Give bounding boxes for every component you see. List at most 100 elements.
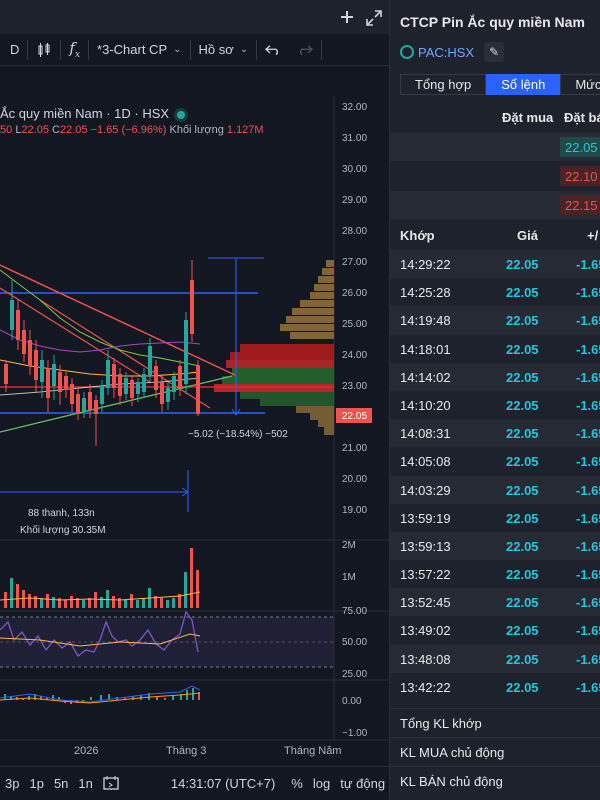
active-buy-row: KL MUA chủ động [390,737,600,766]
layout-dropdown[interactable]: *3-Chart CP ⌄ [89,34,189,66]
buy-column-header: Đặt mua [502,110,554,125]
current-price-badge [336,408,372,423]
company-name: CTCP Pin Ắc quy miền Nam [400,14,585,30]
trade-row[interactable]: 14:25:28 22.05 -1.65 [390,278,600,306]
range-5n[interactable]: 5n [53,776,69,791]
add-icon[interactable] [340,10,354,24]
redo-icon[interactable] [289,34,321,66]
market-status-icon [177,110,186,119]
trade-time: 13:59:19 [400,510,451,526]
price-chart[interactable]: 32.00 31.00 30.00 29.00 28.00 27.00 26.0… [0,66,389,766]
ticker-symbol[interactable]: PAC:HSX [418,44,475,60]
trade-row[interactable]: 14:14:02 22.05 -1.65 [390,362,600,391]
trade-change: -1.65 [576,510,600,526]
range-1n[interactable]: 1n [78,776,93,791]
trade-row[interactable]: 14:19:48 22.05 -1.65 [390,306,600,335]
trade-change: -1.65 [576,257,600,272]
tab-levels[interactable]: Mức [560,74,600,95]
trade-change: -1.65 [576,538,600,554]
candlestick-series[interactable] [4,260,200,446]
undo-icon[interactable] [257,34,289,66]
trade-change: -1.65 [576,623,600,639]
range-1p[interactable]: 1p [29,776,44,791]
trade-price: 22.05 [506,257,539,272]
range-3p[interactable]: 3p [5,776,20,791]
chart-bottom-bar: 3p 1p 5n 1n 14:31:07 (UTC+7) % log tự độ… [0,766,389,800]
trade-time: 13:49:02 [400,623,451,639]
goto-date-icon[interactable] [98,775,124,793]
total-volume-row: Tổng KL khớp [390,708,600,737]
interval-button[interactable]: D [0,34,27,66]
tab-summary[interactable]: Tổng hợp [400,74,487,95]
time-tick: Tháng 3 [166,745,206,757]
trendline-down[interactable] [0,264,236,376]
pencil-icon[interactable]: ✎ [484,42,505,62]
trade-time: 13:48:08 [400,651,451,667]
trendline-down[interactable] [39,299,211,409]
expand-icon[interactable] [366,10,382,26]
trade-price: 22.05 [506,426,539,442]
matched-trades-header: Khớp Giá +/ [390,220,600,250]
trade-row[interactable]: 14:29:22 22.05 -1.65 [390,250,600,279]
candles-icon[interactable] [28,34,60,66]
trade-row[interactable]: 14:10:20 22.05 -1.65 [390,391,600,419]
tab-orderbook[interactable]: Sổ lệnh [486,74,561,95]
price-tick: 29.00 [342,195,367,206]
trade-row[interactable]: 14:08:31 22.05 -1.65 [390,419,600,448]
trade-row[interactable]: 13:59:13 22.05 -1.65 [390,531,600,561]
trade-change: -1.65 [576,341,600,357]
trade-row[interactable]: 14:03:29 22.05 -1.65 [390,475,600,504]
chart-area[interactable]: D fx *3-Chart CP ⌄ Hồ sơ ⌄ Ắc quy miền Nam… [0,0,389,800]
price-tick: 24.00 [342,350,367,361]
trade-row[interactable]: 13:42:22 22.05 -1.65 [390,673,600,701]
volume-label: Khối lượng [169,124,224,136]
symbol-legend[interactable]: Ắc quy miền Nam · 1D · HSX [0,106,186,121]
trade-change: -1.65 [576,285,600,301]
orderbook-row[interactable]: 22.15 [390,191,600,219]
trade-time: 14:10:20 [400,397,451,413]
rsi-tick: 50.00 [342,637,367,648]
trade-time: 14:19:48 [400,313,451,329]
trendline-up[interactable] [0,375,233,433]
price-tick: 19.00 [342,505,367,516]
trade-change: -1.65 [576,397,600,413]
indicators-icon[interactable]: fx [69,39,81,60]
percent-toggle[interactable]: % [291,776,303,791]
trade-row[interactable]: 13:49:02 22.05 -1.65 [390,616,600,644]
trade-price: 22.05 [506,623,539,639]
trade-row[interactable]: 14:05:08 22.05 -1.65 [390,447,600,475]
matched-trades-list[interactable]: 14:29:2222.05-1.6514:25:2822.05-1.6514:1… [390,250,600,701]
orderbook-row[interactable]: 22.05 [390,133,600,161]
chart-toolbar: D fx *3-Chart CP ⌄ Hồ sơ ⌄ [0,34,389,66]
trade-row[interactable]: 13:52:45 22.05 -1.65 [390,588,600,617]
profile-dropdown[interactable]: Hồ sơ ⌄ [191,34,257,66]
trade-time: 14:05:08 [400,454,451,470]
volume-tick: 2M [342,540,356,551]
rsi-ma-line [0,633,201,647]
price-tick: 23.00 [342,381,367,392]
trade-row[interactable]: 14:18:01 22.05 -1.65 [390,335,600,363]
trade-price: 22.05 [506,313,539,329]
auto-toggle[interactable]: tự động [340,776,386,791]
open-value: 50 [0,124,13,136]
trendline-down[interactable] [0,287,151,383]
log-toggle[interactable]: log [312,776,331,791]
trade-row[interactable]: 13:48:08 22.05 -1.65 [390,644,600,673]
rsi-tick: 25.00 [342,669,367,680]
volume-value: 1.127M [226,124,264,136]
orderbook-row[interactable]: 22.10 [390,162,600,190]
trade-price: 22.05 [506,369,539,385]
trade-time: 13:42:22 [400,679,451,695]
time-tick: Tháng Năm [284,745,341,757]
price-tick: 27.00 [342,257,367,268]
trade-row[interactable]: 13:57:22 22.05 -1.65 [390,560,600,588]
trade-price: 22.05 [506,482,539,498]
trade-change: -1.65 [576,651,600,667]
toolbar-divider [189,39,191,60]
clock[interactable]: 14:31:07 (UTC+7) [170,776,276,791]
price-axis[interactable]: 32.00 31.00 30.00 29.00 28.00 27.00 26.0… [336,102,372,516]
volume-tick: 1M [342,572,356,583]
trade-row[interactable]: 13:59:19 22.05 -1.65 [390,504,600,532]
macd-line [0,685,201,703]
toolbar-divider [256,39,258,60]
